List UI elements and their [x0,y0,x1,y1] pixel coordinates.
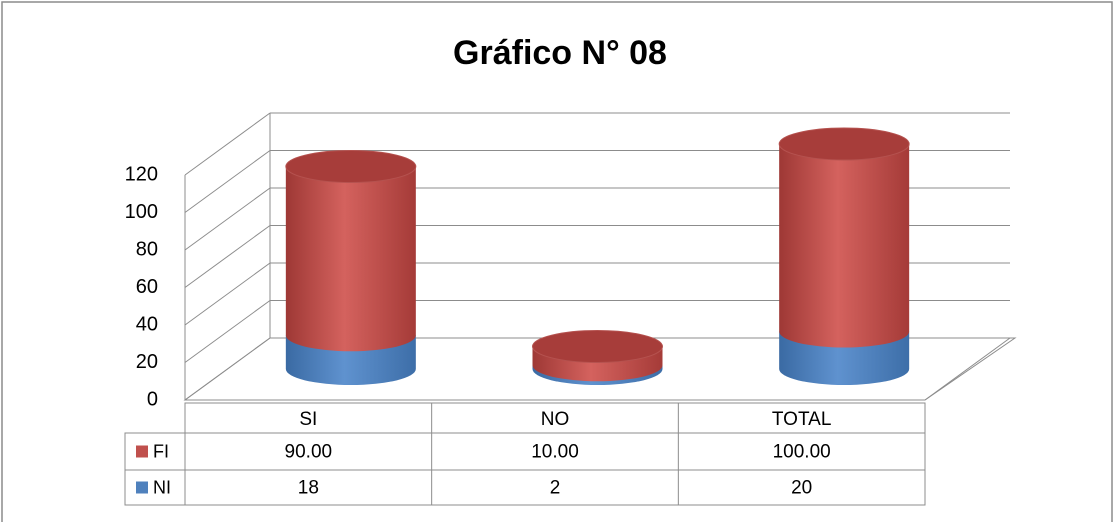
cylinder-segment [285,166,416,352]
cylinder-top [778,127,910,161]
cylinder-top [532,330,663,363]
table-cell: 20 [791,478,812,499]
grid-line-wall [184,150,271,213]
grid-line-wall [184,262,271,326]
wall-edge [924,337,1011,401]
chart-title: Gráfico N° 08 [453,34,667,72]
legend-swatch [136,445,148,458]
table-cell: 100.00 [773,442,831,463]
x-tick-label: TOTAL [772,409,831,430]
legend-swatch [136,481,148,494]
cylinder-top [285,150,417,183]
y-tick-label: 20 [136,351,158,373]
table-row [124,469,926,506]
y-tick-label: 40 [136,313,158,335]
y-tick-label: 80 [136,238,158,260]
x-tick-label: SI [299,409,317,430]
y-tick-label: 0 [147,388,158,410]
legend-label: FI [153,441,169,461]
cylinder-segment [779,144,910,348]
legend-label: NI [153,477,171,497]
grid-line-wall [184,300,271,363]
table-cell: 2 [550,478,561,499]
y-tick-label: 120 [125,163,158,185]
table-cell: 90.00 [285,442,333,463]
y-tick-label: 60 [136,276,158,298]
grid-line-wall [184,225,271,288]
y-tick-label: 100 [125,201,158,223]
grid-line-wall [184,112,271,176]
table-cell: 10.00 [531,442,579,463]
grid-line-wall [184,337,271,401]
table-cell: 18 [298,478,319,499]
grid-line-wall [184,187,271,251]
x-tick-label: NO [541,409,570,430]
